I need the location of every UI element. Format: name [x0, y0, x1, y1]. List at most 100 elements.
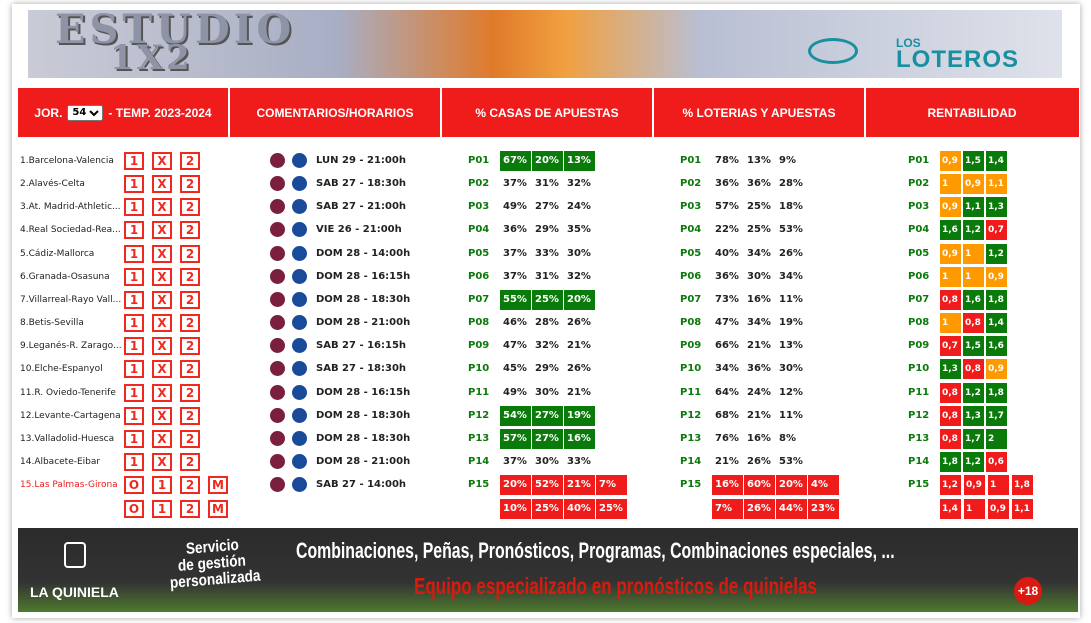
option-button[interactable]: 2 — [180, 198, 200, 217]
option-button[interactable]: X — [152, 383, 172, 402]
option-button[interactable]: 2 — [180, 267, 200, 286]
row-id: P03 — [680, 201, 702, 213]
match-name: 6.Granada-Osasuna — [20, 271, 110, 282]
percent-value: 30% — [535, 386, 559, 398]
tab[interactable]: % LOTERIAS Y APUESTAS — [654, 88, 866, 137]
option-button[interactable]: 2 — [180, 452, 200, 471]
jornada-select[interactable]: 54 — [67, 104, 104, 121]
option-button[interactable]: 1 — [124, 360, 144, 379]
tab[interactable]: COMENTARIOS/HORARIOS — [230, 88, 442, 137]
percent-value: 66% — [715, 340, 739, 352]
tab[interactable]: % CASAS DE APUESTAS — [442, 88, 654, 137]
percent-value: 26% — [744, 499, 776, 520]
option-button[interactable]: 2 — [180, 406, 200, 425]
option-button[interactable]: 2 — [180, 360, 200, 379]
option-button[interactable]: 2 — [180, 314, 200, 333]
option-button[interactable]: X — [152, 290, 172, 309]
percent-value: 49% — [503, 386, 527, 398]
match-time: SAB 27 - 16:15h — [316, 340, 407, 352]
option-button[interactable]: 1 — [124, 337, 144, 356]
logo-text: 1X2 — [110, 38, 193, 78]
percent-value: 33% — [567, 455, 591, 467]
percent-value: 11% — [779, 293, 803, 305]
option-button[interactable]: M — [208, 500, 228, 519]
percent-value: 47% — [503, 340, 527, 352]
option-button[interactable]: X — [152, 406, 172, 425]
jornada-label: JOR. — [34, 105, 63, 120]
percent-value: 64% — [715, 386, 739, 398]
option-button[interactable]: O — [124, 476, 144, 495]
percent-value: 28% — [779, 178, 803, 190]
match-name: 2.Alavés-Celta — [20, 179, 85, 190]
option-button[interactable]: X — [152, 360, 172, 379]
percent-value: 16% — [747, 293, 771, 305]
option-button[interactable]: 1 — [124, 175, 144, 194]
option-button[interactable]: 1 — [124, 314, 144, 333]
percent-value: 20% — [532, 151, 564, 171]
option-button[interactable]: 1 — [124, 406, 144, 425]
option-button[interactable]: 2 — [180, 152, 200, 170]
option-button[interactable]: 2 — [180, 429, 200, 448]
option-button[interactable]: 1 — [124, 152, 144, 170]
option-button[interactable]: 2 — [180, 500, 200, 519]
option-button[interactable]: 1 — [124, 452, 144, 471]
percent-value: 13% — [779, 340, 803, 352]
tab[interactable]: RENTABILIDAD — [927, 105, 1017, 120]
option-button[interactable]: X — [152, 429, 172, 448]
row-id: P06 — [468, 270, 490, 282]
team-crest — [270, 176, 285, 192]
row-id: P15 — [908, 479, 930, 491]
option-button[interactable]: X — [152, 314, 172, 333]
rent-value: 1,1 — [1012, 499, 1034, 520]
rent-value: 0,8 — [940, 428, 962, 449]
option-button[interactable]: 2 — [180, 383, 200, 402]
option-button[interactable]: X — [152, 267, 172, 286]
option-button[interactable]: X — [152, 198, 172, 217]
row-id: P13 — [468, 432, 490, 444]
team-crest — [270, 338, 285, 354]
option-button[interactable]: 2 — [180, 476, 200, 495]
option-button[interactable]: 1 — [152, 500, 172, 519]
option-button[interactable]: 2 — [180, 221, 200, 240]
option-button[interactable]: X — [152, 175, 172, 194]
row-id: P13 — [680, 432, 702, 444]
option-button[interactable]: M — [208, 476, 228, 495]
option-button[interactable]: 1 — [124, 290, 144, 309]
option-button[interactable]: X — [152, 337, 172, 356]
tab[interactable]: JOR. 54 - TEMP. 2023-2024 — [18, 88, 230, 137]
percent-value: 21% — [747, 409, 771, 421]
team-crest — [270, 222, 285, 238]
percent-value: 10% — [500, 499, 532, 520]
percent-value: 25% — [532, 499, 564, 520]
rent-value: 1,2 — [986, 243, 1008, 264]
row-id: P01 — [468, 155, 490, 166]
rent-value: 1,7 — [986, 405, 1008, 426]
option-button[interactable]: 2 — [180, 290, 200, 309]
match-name: 11.R. Oviedo-Tenerife — [20, 387, 116, 398]
row-id: P09 — [908, 340, 930, 352]
option-button[interactable]: X — [152, 244, 172, 263]
option-button[interactable]: 2 — [180, 175, 200, 194]
percent-value: 20% — [500, 475, 532, 496]
option-button[interactable]: 2 — [180, 244, 200, 263]
option-button[interactable]: 1 — [124, 244, 144, 263]
team-crest — [292, 199, 307, 215]
option-button[interactable]: 1 — [152, 476, 172, 495]
option-button[interactable]: 1 — [124, 383, 144, 402]
percent-value: 28% — [535, 317, 559, 329]
percent-value: 25% — [747, 201, 771, 213]
option-button[interactable]: 1 — [124, 198, 144, 217]
rent-value: 0,8 — [963, 313, 985, 334]
option-button[interactable]: X — [152, 152, 172, 170]
option-button[interactable]: X — [152, 221, 172, 240]
percent-value: 11% — [779, 409, 803, 421]
option-button[interactable]: X — [152, 452, 172, 471]
option-button[interactable]: 2 — [180, 337, 200, 356]
age-badge: +18 — [1014, 577, 1042, 605]
option-button[interactable]: 1 — [124, 267, 144, 286]
option-button[interactable]: 1 — [124, 221, 144, 240]
option-button[interactable]: 1 — [124, 429, 144, 448]
percent-value: 32% — [567, 270, 591, 282]
percent-value: 30% — [747, 270, 771, 282]
option-button[interactable]: O — [124, 500, 144, 519]
